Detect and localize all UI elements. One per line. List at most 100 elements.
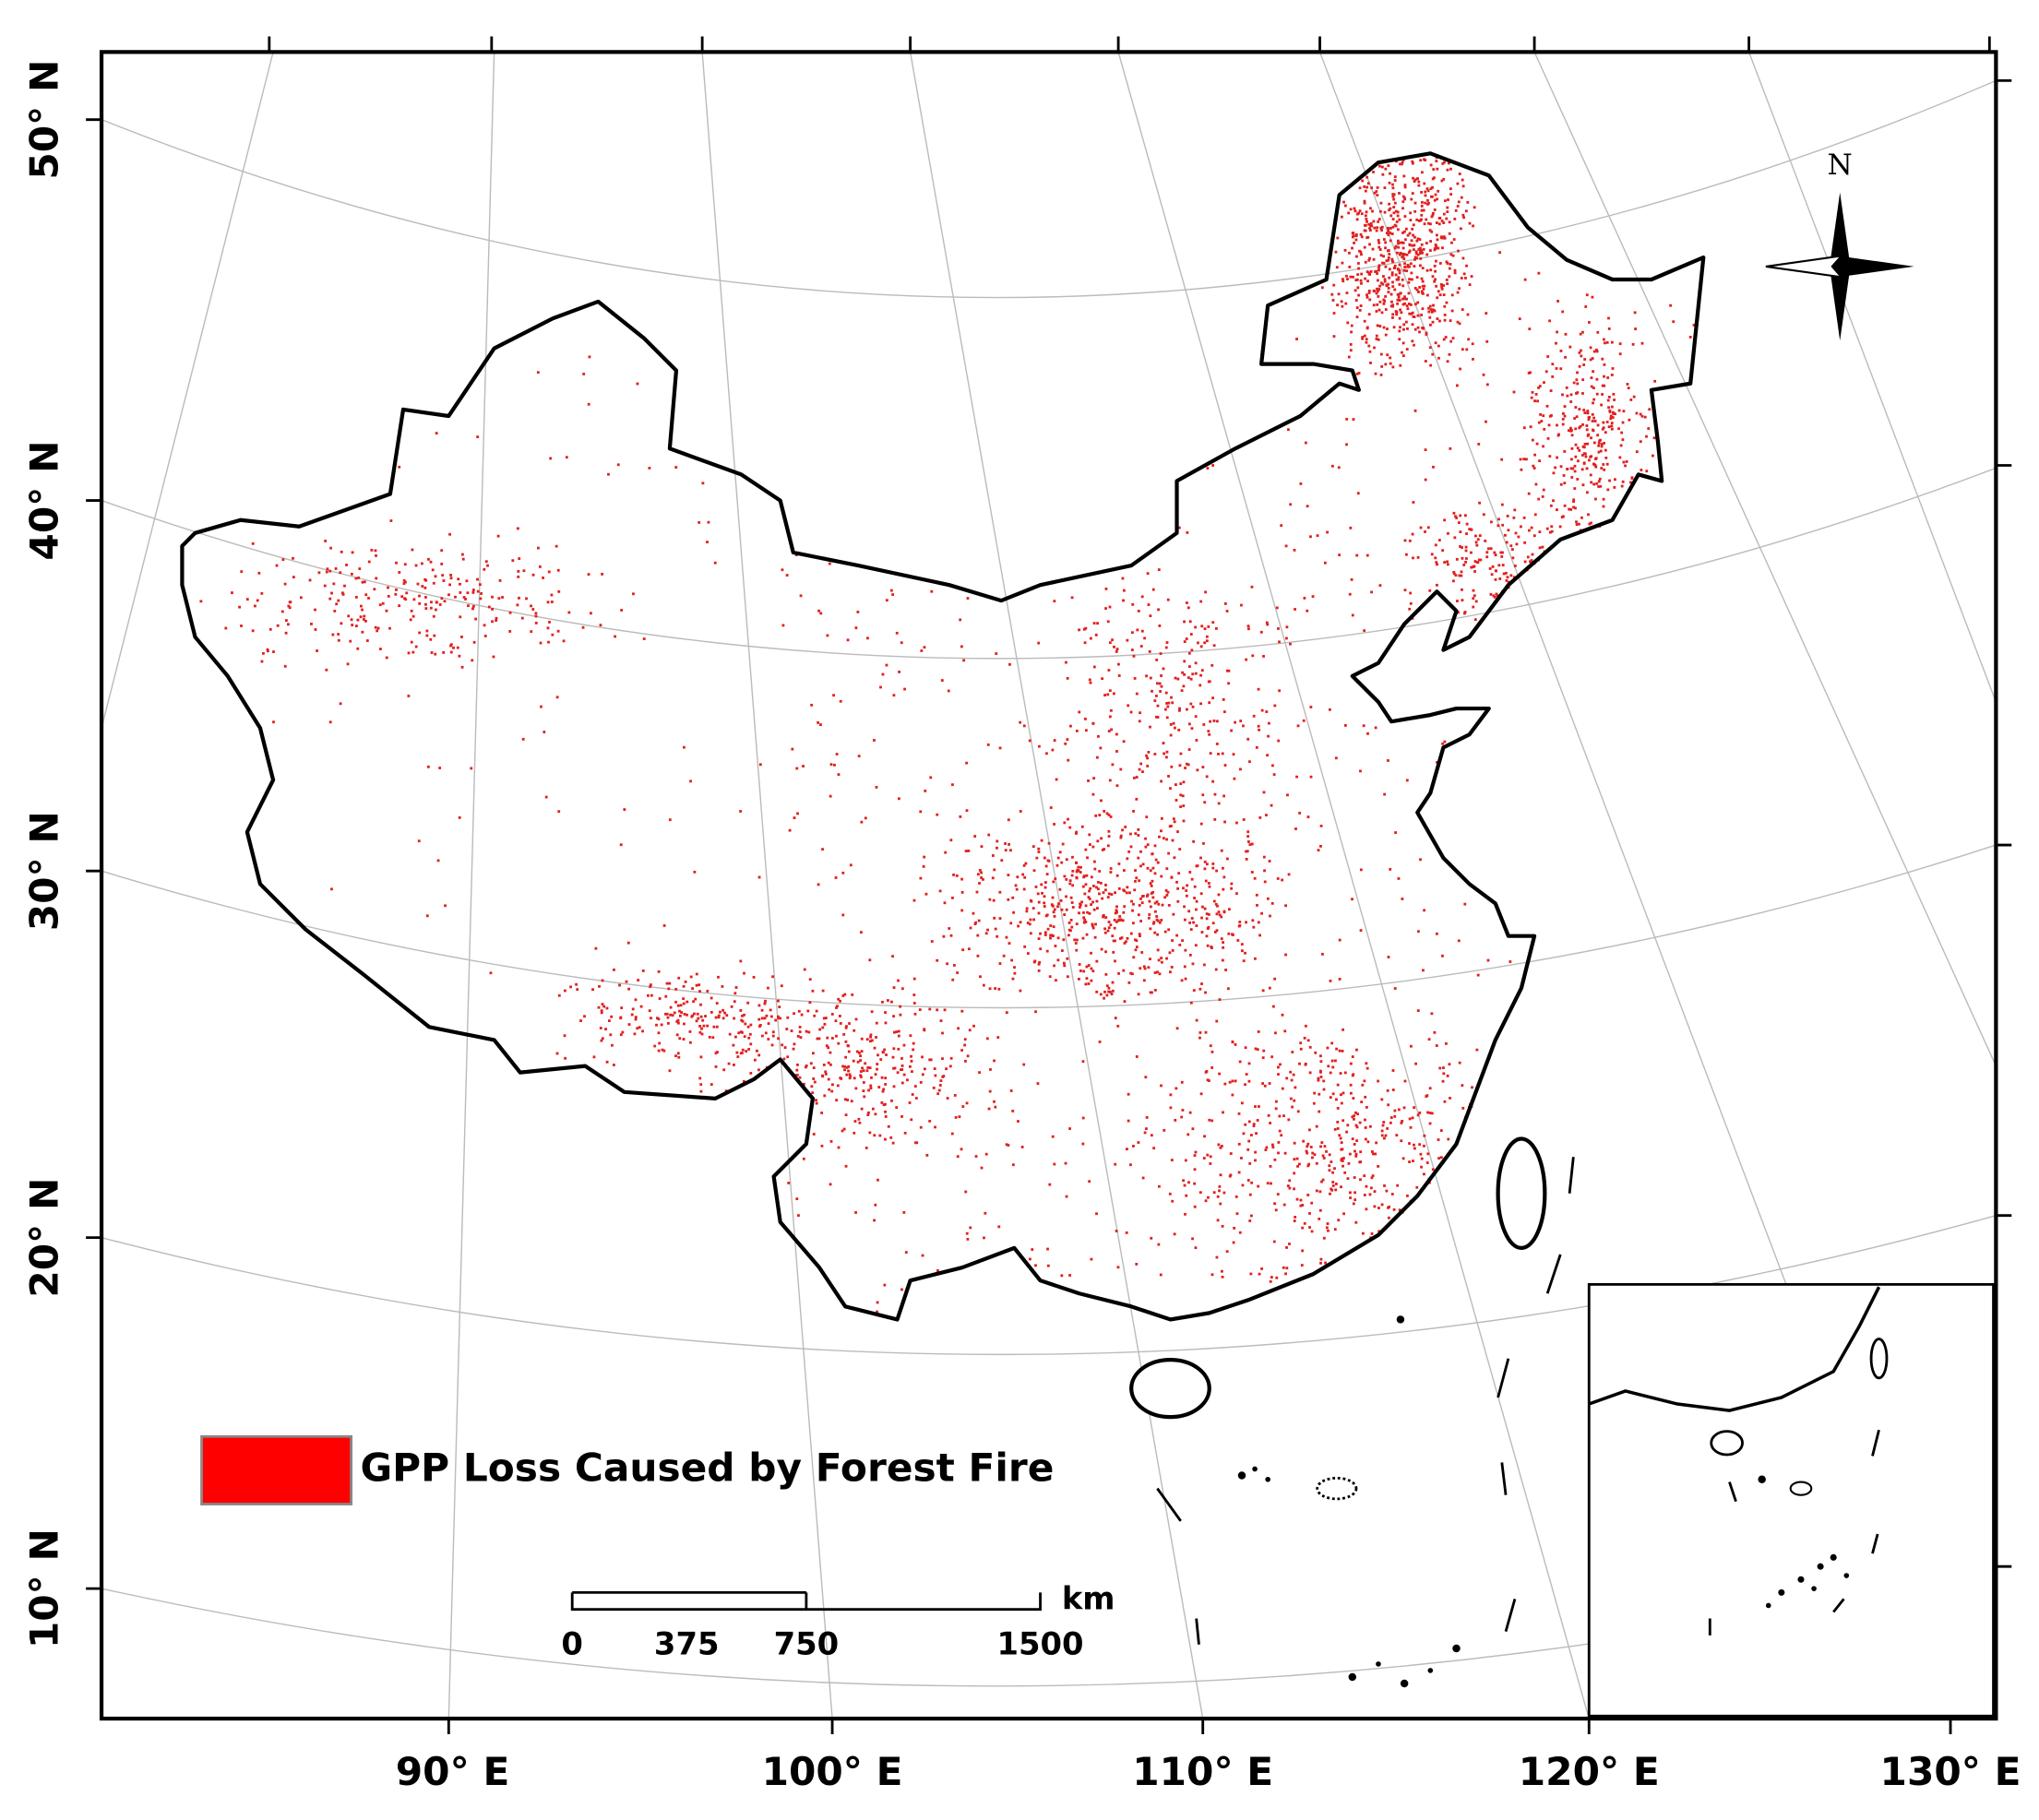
fire-dot [1332, 283, 1336, 287]
fire-dot [1284, 636, 1288, 640]
fire-dot [919, 1125, 923, 1129]
fire-dot [960, 877, 963, 881]
fire-dot [1007, 1144, 1010, 1147]
fire-dot [1309, 535, 1312, 539]
fire-dot [1485, 420, 1487, 423]
fire-dot [1154, 858, 1158, 862]
fire-dot [1419, 252, 1423, 255]
fire-dot [1653, 379, 1657, 383]
fire-dot [1338, 1049, 1341, 1053]
fire-dot [416, 582, 420, 586]
fire-dot [1078, 911, 1080, 915]
fire-dot [1237, 1171, 1241, 1174]
fire-dot [980, 1166, 984, 1170]
fire-dot [1426, 1152, 1430, 1156]
fire-dot [1368, 243, 1371, 246]
fire-dot [982, 877, 984, 881]
fire-dot [1389, 362, 1392, 365]
fire-dot [299, 596, 303, 600]
fire-dot [1586, 410, 1590, 412]
fire-dot [245, 598, 249, 601]
fire-dot [1560, 516, 1564, 519]
fire-dot [844, 1113, 848, 1117]
fire-dot [1388, 253, 1391, 256]
inset [1587, 1282, 1995, 1718]
fire-dot [1405, 269, 1409, 273]
fire-dot [1389, 207, 1392, 210]
fire-dot [1365, 1066, 1369, 1070]
fire-dot [1458, 172, 1461, 175]
fire-dot [435, 608, 437, 612]
fire-dot [1078, 963, 1081, 966]
fire-dot [1306, 1164, 1310, 1168]
fire-dot [1336, 1120, 1340, 1124]
fire-dot [1411, 339, 1414, 343]
fire-dot [467, 604, 470, 608]
fire-dot [839, 699, 842, 703]
fire-dot [1383, 792, 1387, 796]
fire-dot [875, 786, 878, 789]
fire-dot [1203, 1135, 1206, 1138]
fire-dot [1178, 848, 1182, 851]
fire-dot [435, 601, 438, 604]
fire-dot [1041, 891, 1043, 895]
fire-dot [899, 1013, 902, 1017]
fire-dot [1031, 907, 1035, 910]
fire-dot [1111, 981, 1115, 984]
fire-dot [1117, 862, 1121, 865]
fire-dot [1189, 702, 1193, 706]
fire-dot [1353, 1149, 1356, 1153]
fire-dot [1139, 897, 1142, 900]
fire-dot [1428, 249, 1432, 252]
fire-dot [1367, 289, 1371, 292]
fire-dot [1618, 456, 1622, 459]
fire-dot [459, 615, 462, 619]
fire-dot [1408, 1142, 1411, 1145]
fire-dot [1203, 641, 1207, 645]
fire-dot [929, 776, 933, 779]
fire-dot [379, 648, 382, 650]
fire-dot [1178, 943, 1182, 946]
fire-dot [1262, 855, 1266, 859]
fire-dot [1420, 290, 1424, 293]
fire-dot [1413, 235, 1416, 239]
fire-dot [1267, 734, 1270, 738]
fire-dot [1470, 551, 1473, 554]
fire-dot [998, 962, 1002, 965]
fire-dot [1353, 1191, 1357, 1195]
fire-dot [1437, 539, 1441, 541]
fire-dot [1543, 427, 1546, 431]
fire-dot [1474, 541, 1478, 544]
fire-dot [1231, 1041, 1234, 1044]
fire-dot [889, 1136, 893, 1139]
fire-dot [943, 901, 947, 905]
fire-dot [991, 854, 995, 857]
fire-dot [347, 614, 351, 618]
fire-dot [1174, 783, 1177, 786]
fire-dot [1583, 411, 1587, 414]
fire-dot [696, 1012, 699, 1016]
fire-dot [1484, 540, 1487, 542]
fire-dot [1091, 969, 1095, 973]
fire-dot [854, 626, 858, 630]
fire-dot [1574, 427, 1578, 431]
fire-dot [657, 1049, 661, 1053]
fire-dot [1222, 794, 1226, 798]
fire-dot [1153, 872, 1157, 875]
fire-dot [1617, 427, 1620, 431]
fire-dot [1140, 951, 1144, 954]
fire-dot [740, 1018, 744, 1022]
fire-dot [1377, 1207, 1380, 1209]
fire-dot [1552, 471, 1556, 475]
fire-dot [874, 1073, 877, 1077]
fire-dot [902, 1073, 906, 1077]
fire-dot [1039, 932, 1042, 935]
fire-dot [636, 382, 639, 386]
fire-dot [1170, 696, 1173, 699]
fire-dot [1384, 308, 1388, 311]
fire-dot [590, 612, 592, 615]
north-arrow: N [1765, 149, 1914, 341]
fire-dot [1363, 185, 1366, 188]
fire-dot [993, 868, 996, 872]
